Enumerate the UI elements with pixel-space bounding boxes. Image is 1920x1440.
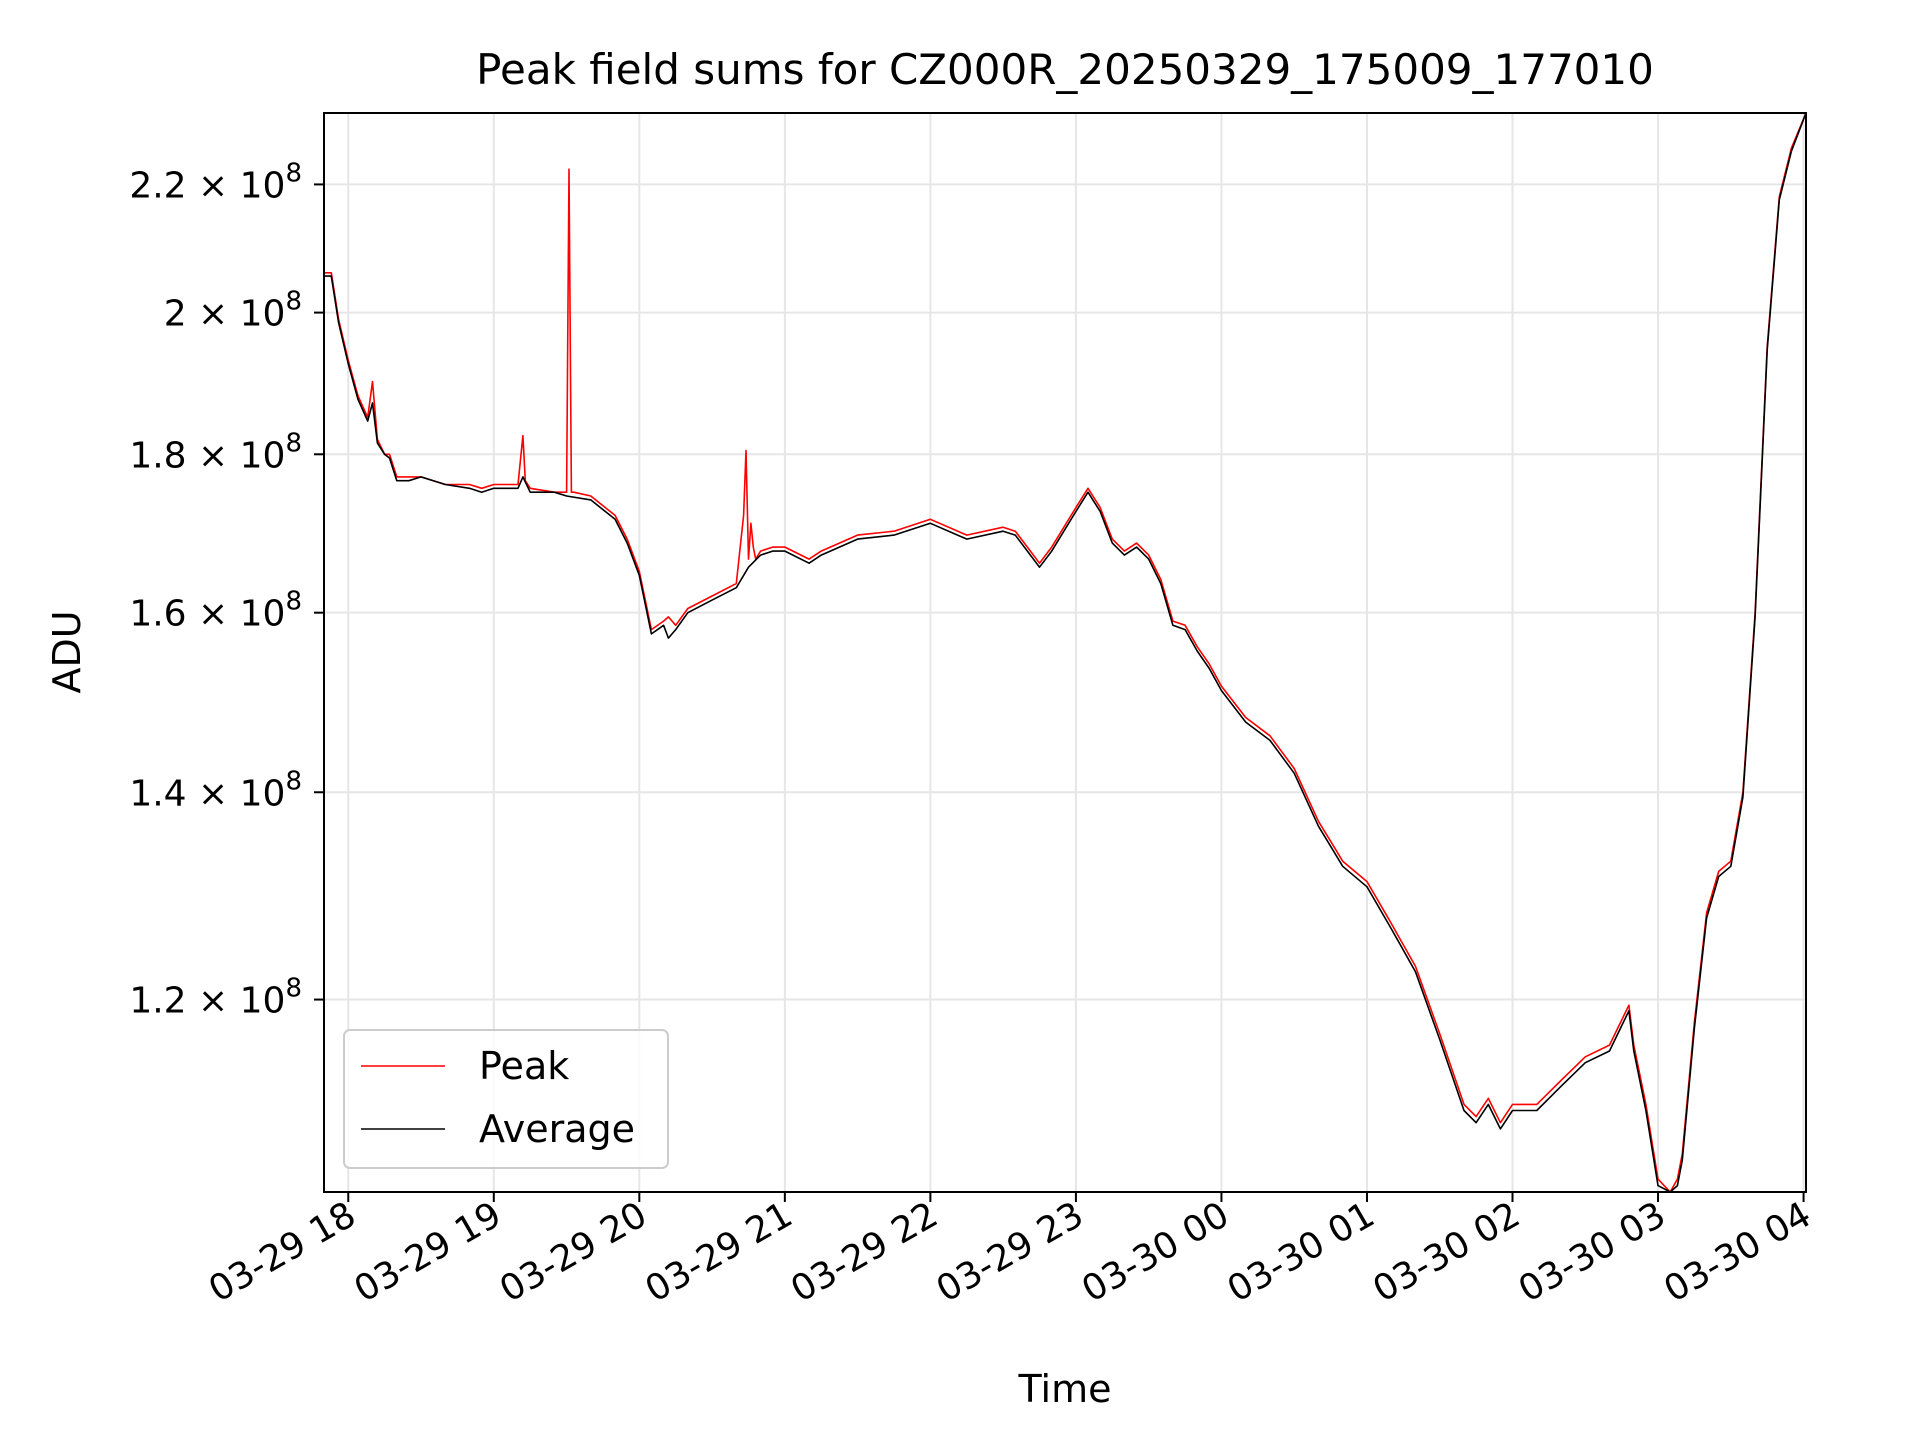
series-lines — [324, 113, 1806, 1192]
y-axis-label: ADU — [45, 610, 89, 693]
grid-lines — [324, 113, 1806, 1192]
y-tick-label: 1.6 × 108 — [129, 587, 302, 635]
legend: Peak Average — [343, 1029, 669, 1169]
y-tick-label: 1.8 × 108 — [129, 428, 302, 476]
y-tick-label: 2.2 × 108 — [129, 158, 302, 206]
y-tick-label: 1.4 × 108 — [129, 766, 302, 814]
series-line-average — [324, 113, 1806, 1192]
legend-box — [343, 1029, 669, 1169]
chart-title: Peak field sums for CZ000R_20250329_1750… — [476, 45, 1654, 94]
y-axis-ticks: 1.2 × 108 1.4 × 108 1.6 × 108 1.8 × 108 2 × … — [129, 158, 324, 1022]
legend-label-peak: Peak — [479, 1044, 569, 1088]
y-tick-label: 2 × 108 — [164, 287, 302, 335]
legend-label-average: Average — [479, 1107, 635, 1151]
series-line-peak — [324, 113, 1806, 1192]
plot-frame — [323, 112, 1807, 1193]
x-axis-label: Time — [1018, 1367, 1112, 1411]
y-tick-label: 1.2 × 108 — [129, 974, 302, 1022]
